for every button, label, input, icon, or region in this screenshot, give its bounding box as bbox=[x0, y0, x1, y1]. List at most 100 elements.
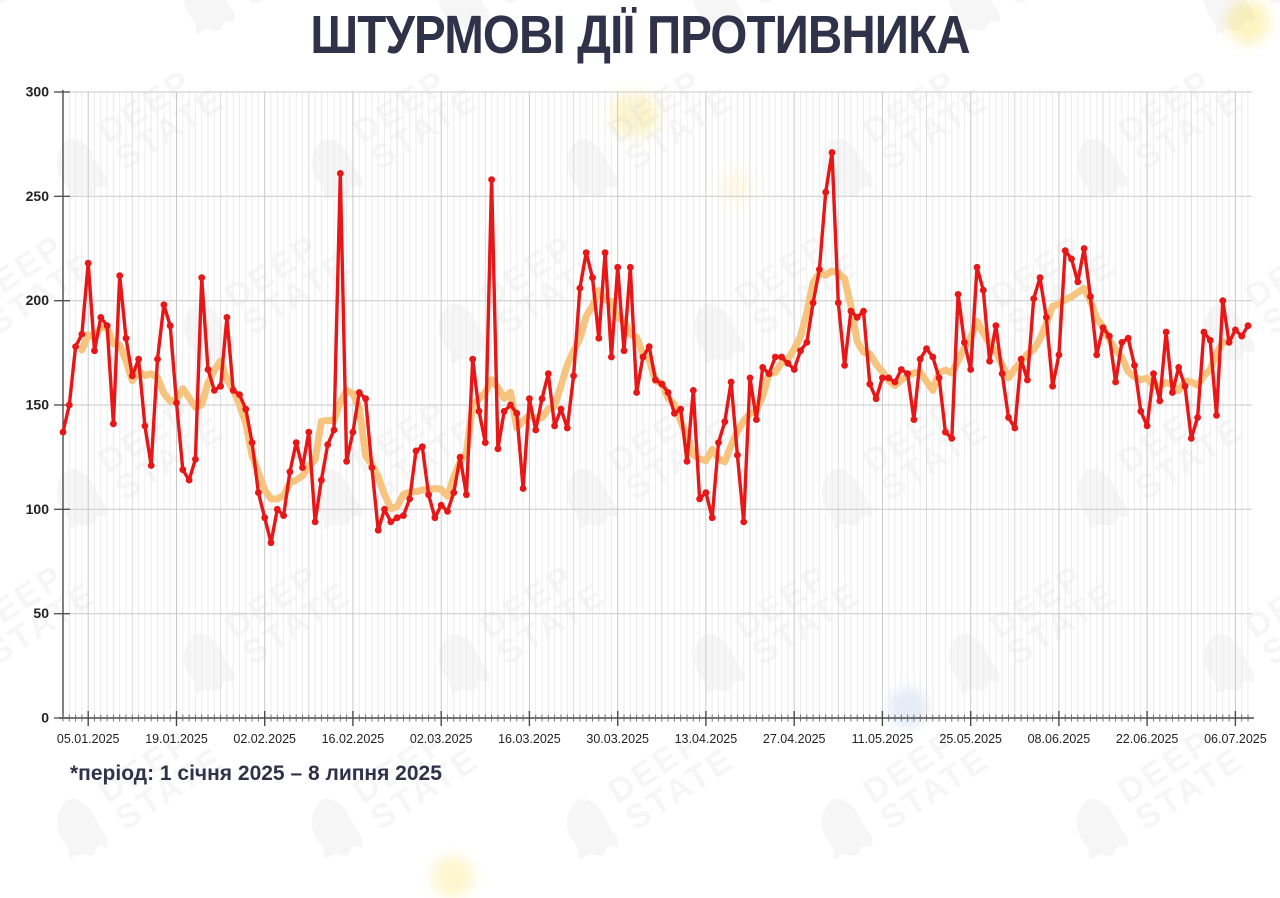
data-point-marker bbox=[1206, 336, 1214, 344]
data-point-marker bbox=[1169, 389, 1176, 396]
data-point-marker bbox=[879, 374, 886, 382]
data-point-marker bbox=[330, 426, 338, 434]
data-point-marker bbox=[734, 451, 741, 459]
x-tick-label: 27.04.2025 bbox=[763, 732, 826, 746]
data-point-marker bbox=[248, 439, 256, 446]
data-point-marker bbox=[910, 416, 918, 423]
x-tick-label: 13.04.2025 bbox=[675, 732, 738, 746]
data-point-marker bbox=[1055, 351, 1063, 359]
data-point-marker bbox=[305, 428, 313, 436]
y-tick-label: 250 bbox=[26, 188, 50, 204]
data-point-marker bbox=[582, 249, 590, 257]
data-point-marker bbox=[872, 395, 880, 403]
data-point-marker bbox=[778, 353, 785, 361]
data-point-marker bbox=[942, 428, 949, 436]
data-point-marker bbox=[935, 374, 943, 382]
data-point-marker bbox=[1238, 332, 1246, 340]
y-tick-label: 300 bbox=[26, 84, 50, 100]
data-point-marker bbox=[1225, 339, 1233, 346]
data-point-marker bbox=[923, 345, 930, 353]
data-point-marker bbox=[1024, 376, 1031, 384]
data-point-marker bbox=[904, 370, 911, 378]
data-point-marker bbox=[128, 372, 136, 380]
data-point-marker bbox=[343, 457, 350, 465]
data-point-marker bbox=[488, 176, 495, 184]
data-point-marker bbox=[1036, 274, 1044, 282]
data-point-marker bbox=[179, 466, 187, 474]
data-point-marker bbox=[614, 263, 622, 271]
data-point-marker bbox=[658, 380, 666, 388]
data-point-marker bbox=[1175, 364, 1183, 371]
data-point-marker bbox=[702, 489, 710, 496]
data-point-marker bbox=[481, 439, 489, 446]
data-point-marker bbox=[261, 514, 269, 522]
data-point-marker bbox=[1049, 382, 1056, 390]
data-point-marker bbox=[961, 339, 968, 346]
data-point-marker bbox=[740, 518, 748, 526]
data-point-marker bbox=[1244, 322, 1252, 330]
data-point-marker bbox=[683, 457, 691, 465]
period-note: *період: 1 січня 2025 – 8 липня 2025 bbox=[70, 762, 442, 785]
data-point-marker bbox=[860, 307, 867, 315]
data-point-marker bbox=[1011, 424, 1019, 432]
data-point-marker bbox=[866, 380, 874, 388]
data-point-marker bbox=[929, 353, 937, 361]
data-point-marker bbox=[595, 334, 603, 342]
data-point-marker bbox=[299, 464, 306, 471]
data-point-marker bbox=[431, 514, 439, 522]
data-point-marker bbox=[135, 355, 143, 363]
data-point-marker bbox=[1093, 351, 1101, 359]
data-point-marker bbox=[242, 405, 250, 413]
data-point-marker bbox=[173, 399, 180, 407]
data-point-marker bbox=[1232, 326, 1239, 334]
x-tick-label: 25.05.2025 bbox=[939, 732, 1002, 746]
data-point-marker bbox=[362, 395, 369, 403]
data-point-marker bbox=[381, 505, 388, 513]
data-point-marker bbox=[973, 263, 981, 271]
data-point-marker bbox=[891, 378, 899, 386]
data-point-marker bbox=[986, 357, 993, 365]
x-tick-label: 19.01.2025 bbox=[145, 732, 208, 746]
data-point-marker bbox=[217, 382, 225, 390]
data-point-marker bbox=[551, 422, 558, 430]
data-point-marker bbox=[753, 416, 760, 423]
data-point-marker bbox=[689, 387, 697, 394]
data-point-marker bbox=[1143, 422, 1151, 430]
x-tick-label: 02.03.2025 bbox=[410, 732, 473, 746]
data-point-marker bbox=[721, 418, 729, 426]
data-point-marker bbox=[715, 439, 722, 446]
x-tick-label: 08.06.2025 bbox=[1028, 732, 1091, 746]
x-tick-label: 30.03.2025 bbox=[586, 732, 649, 746]
data-point-marker bbox=[223, 314, 231, 321]
data-point-marker bbox=[885, 374, 893, 382]
data-point-marker bbox=[236, 391, 243, 398]
data-point-marker bbox=[1061, 247, 1069, 255]
data-point-marker bbox=[1194, 414, 1201, 421]
data-point-marker bbox=[400, 512, 407, 519]
data-point-marker bbox=[192, 455, 199, 463]
data-point-marker bbox=[469, 355, 477, 363]
data-point-marker bbox=[897, 366, 905, 373]
data-point-marker bbox=[797, 347, 804, 355]
data-point-marker bbox=[626, 263, 634, 271]
data-point-marker bbox=[91, 347, 98, 355]
data-point-marker bbox=[387, 518, 395, 526]
data-point-marker bbox=[1042, 314, 1050, 321]
data-point-marker bbox=[816, 266, 823, 273]
data-point-marker bbox=[1187, 435, 1195, 442]
y-tick-label: 0 bbox=[41, 710, 49, 726]
data-point-marker bbox=[1219, 297, 1227, 305]
data-point-marker bbox=[998, 370, 1006, 378]
data-point-marker bbox=[318, 476, 325, 484]
data-point-marker bbox=[374, 526, 382, 534]
data-point-marker bbox=[286, 468, 294, 476]
watermark-color-blob bbox=[432, 856, 474, 898]
data-point-marker bbox=[1137, 407, 1145, 415]
data-point-marker bbox=[771, 353, 779, 361]
data-point-marker bbox=[601, 249, 609, 257]
data-point-marker bbox=[645, 343, 653, 350]
data-point-marker bbox=[1112, 378, 1119, 386]
y-tick-label: 150 bbox=[26, 397, 50, 413]
data-point-marker bbox=[166, 322, 174, 330]
data-point-marker bbox=[141, 422, 149, 430]
